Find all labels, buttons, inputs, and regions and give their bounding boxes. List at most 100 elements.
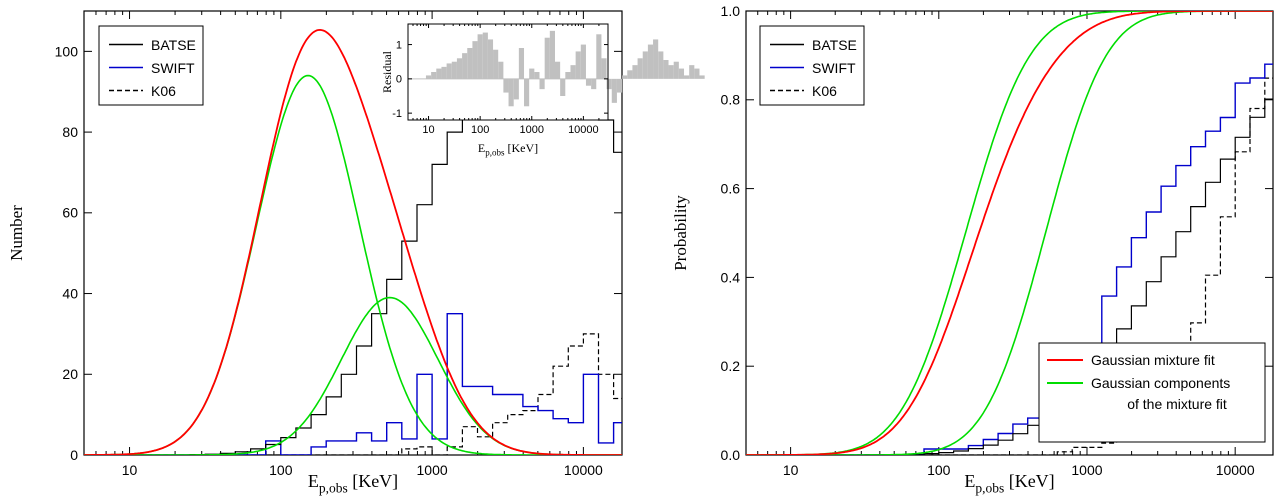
x-tick-label: 10: [422, 124, 434, 136]
residual-bar: [647, 44, 654, 79]
residual-bar: [606, 78, 612, 90]
legend-entry: K06: [812, 83, 837, 99]
y-tick-label: 0.8: [721, 92, 741, 108]
residual-bar: [451, 61, 457, 79]
residual-bar: [653, 39, 659, 79]
y-tick-label: 1.0: [721, 3, 741, 19]
x-tick-label: 10000: [568, 124, 599, 136]
x-axis-label-unit: [KeV]: [1004, 471, 1054, 491]
residual-bar: [436, 68, 442, 79]
y-tick-label: 0.0: [721, 447, 741, 463]
residual-bar: [622, 75, 628, 79]
legend-entry: SWIFT: [151, 60, 195, 76]
x-axis-label-sub: p,obs: [485, 148, 505, 158]
residual-bar: [637, 58, 643, 79]
inset-y-axis-label: Residual: [380, 50, 394, 93]
residual-bar: [487, 39, 494, 79]
x-tick-label: 10000: [564, 462, 603, 478]
y-tick-label: 40: [62, 285, 78, 301]
residual-bar: [477, 34, 483, 79]
right-chart: 10 100 1000 10000 0.0 0.2 0.4 0.6 0.8 1.0 Probabil…: [671, 3, 1274, 495]
swift-cdf: [761, 63, 1273, 455]
legend-entry: SWIFT: [812, 60, 856, 76]
residual-bar: [616, 78, 623, 93]
residual-bar: [627, 70, 633, 79]
residual-bar: [580, 44, 586, 79]
x-axis-label-sub: p,obs: [319, 480, 348, 495]
x-axis-label: Ep,obs [KeV]: [964, 471, 1054, 495]
y-axis-label: Number: [7, 205, 26, 261]
residual-bar: [560, 78, 566, 96]
y-tick-label: 1: [396, 39, 402, 51]
residual-bar: [549, 30, 555, 79]
residual-bar: [544, 37, 550, 79]
residual-bar: [596, 34, 602, 79]
legend2-entry-fit: Gaussian mixture fit: [1091, 352, 1215, 368]
plot-frame: [407, 23, 609, 121]
residual-bar: [591, 78, 597, 90]
k06-cdf: [761, 77, 1273, 455]
residual-bar: [539, 78, 545, 90]
residual-bar: [498, 61, 504, 79]
residual-bar: [601, 58, 607, 79]
residual-bar: [570, 65, 576, 79]
y-tick-label: 0.4: [721, 269, 741, 285]
residual-bar: [689, 65, 695, 79]
x-tick-label: 100: [927, 462, 951, 478]
legend-box: [759, 25, 865, 106]
x-axis-label-sub: p,obs: [975, 480, 1004, 495]
x-tick-label: 100: [269, 462, 293, 478]
residual-bar: [508, 78, 514, 107]
residual-bar: [668, 65, 674, 79]
legend2-entry-components: Gaussian components: [1091, 375, 1230, 391]
y-tick-label: 0: [396, 74, 402, 86]
residual-bar: [431, 72, 437, 79]
x-tick-label: 10: [122, 462, 138, 478]
y-tick-label: -1: [392, 108, 402, 120]
residual-bar: [699, 75, 705, 79]
y-tick-label: 60: [62, 205, 78, 221]
residual-bar: [534, 72, 540, 79]
y-tick-label: 0: [70, 447, 78, 463]
residual-bar: [513, 78, 519, 100]
residual-bar: [529, 68, 535, 79]
y-tick-label: 20: [62, 366, 78, 382]
residual-bar: [554, 61, 561, 79]
x-axis-label-main: E: [964, 471, 975, 491]
residual-bar: [503, 78, 509, 93]
residual-bar: [456, 58, 463, 79]
swift-histogram: [99, 313, 622, 455]
batse-cdf: [761, 98, 1273, 455]
legend-entry: BATSE: [151, 37, 196, 53]
residual-bar: [493, 49, 499, 79]
x-axis-label-unit: [KeV]: [348, 471, 398, 491]
plot-area: [746, 11, 1273, 455]
x-axis-label-main: E: [308, 471, 319, 491]
residual-bar: [585, 78, 592, 86]
mixture-fit-cdf: [746, 11, 1273, 455]
residual-bar: [518, 48, 525, 79]
y-tick-label: 0.2: [721, 358, 741, 374]
residual-bar: [446, 63, 452, 79]
x-tick-label: 100: [471, 124, 489, 136]
residual-bar: [482, 32, 488, 79]
residual-bar: [524, 78, 530, 107]
k06-histogram: [99, 333, 622, 455]
residual-bar: [632, 65, 638, 79]
x-tick-label: 1000: [520, 124, 544, 136]
residual-bar: [642, 51, 648, 79]
component-2-curve: [84, 296, 622, 455]
residual-bar: [575, 51, 581, 79]
legend-entry: K06: [151, 83, 176, 99]
residual-bar: [472, 41, 478, 79]
x-tick-label: 10: [783, 462, 799, 478]
residual-bar: [694, 68, 700, 79]
x-axis-label-main: E: [478, 141, 485, 155]
inset-chart: 10 100 1000 10000 -1 0 1: [392, 23, 705, 136]
y-tick-label: 100: [55, 43, 79, 59]
mixture-fit-curve: [84, 28, 622, 455]
residual-bar: [467, 48, 473, 79]
x-tick-label: 1000: [1071, 462, 1102, 478]
